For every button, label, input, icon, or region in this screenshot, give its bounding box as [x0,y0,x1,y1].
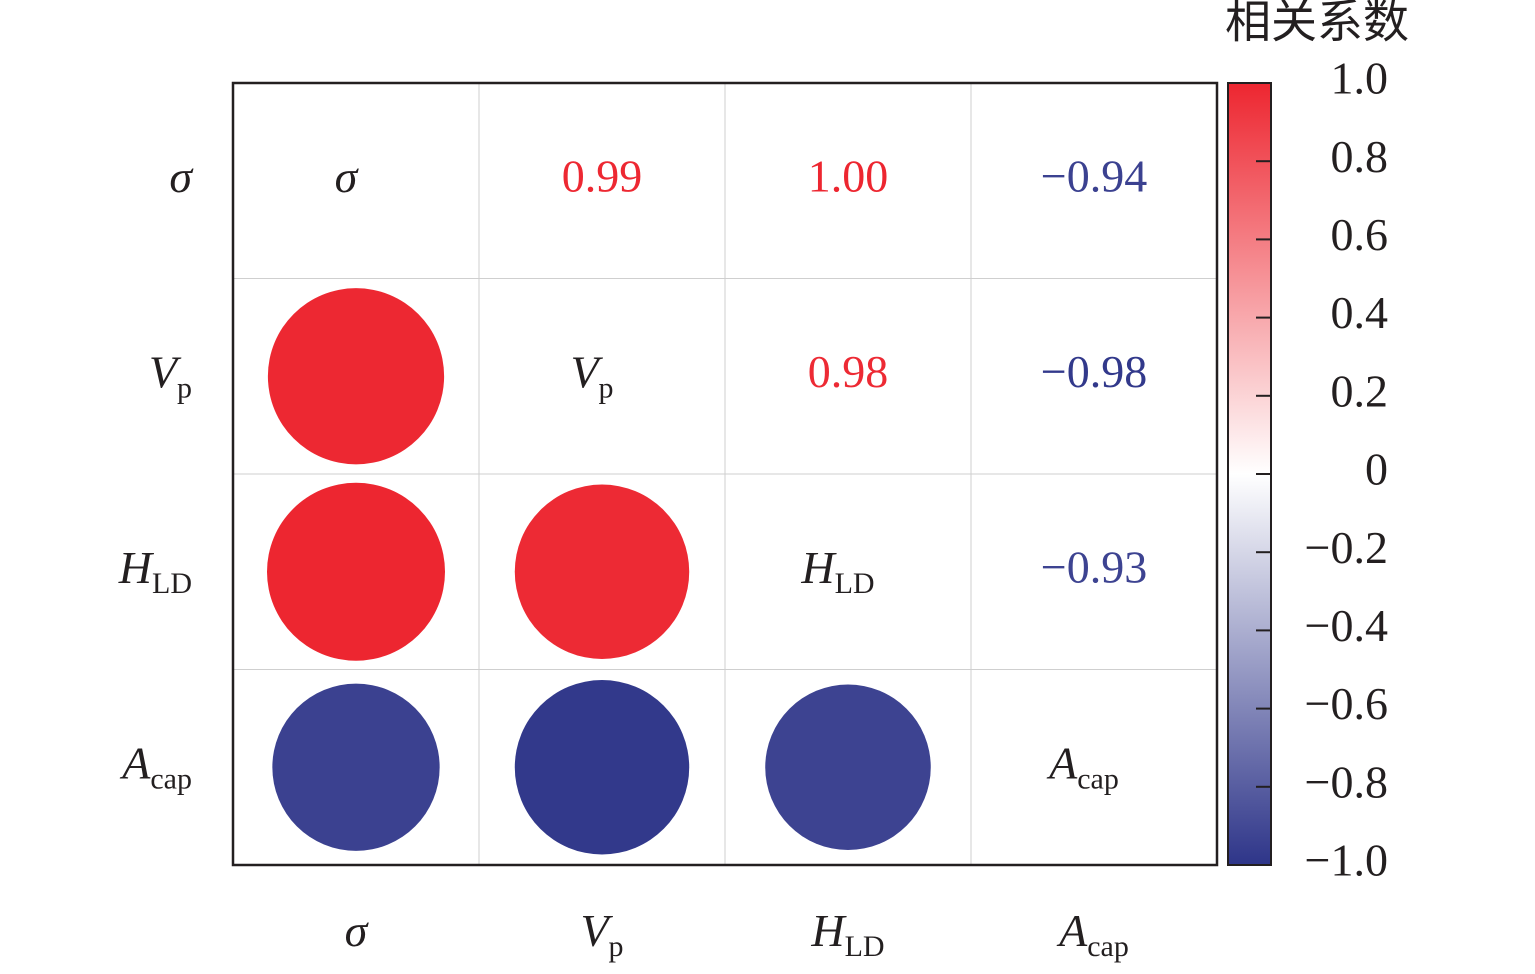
label-symbol: H [800,541,837,592]
correlation-circle [267,482,445,661]
correlation-circle [765,684,931,851]
label-symbol: V [580,905,613,956]
diagonal-label: HLD [800,541,874,599]
colorbar-tick-label: 0.8 [1331,131,1389,182]
label-symbol: V [570,346,603,397]
label-symbol: A [119,737,151,788]
row-label: Acap [119,737,192,795]
value-label: 1.00 [808,150,889,201]
value-label: −0.93 [1041,541,1147,592]
label-subscript: p [599,371,614,404]
column-label: Acap [1056,905,1129,963]
row-label: σ [169,150,194,201]
label-symbol: A [1046,737,1078,788]
label-subscript: p [609,930,624,963]
diagonal-label: Vp [570,346,613,404]
label-subscript: cap [1077,762,1119,795]
colorbar-title: 相关系数 [1225,0,1409,48]
value-label: −0.98 [1041,346,1147,397]
plot-border [231,81,1219,867]
label-subscript: LD [845,930,885,963]
value-label: 0.99 [562,150,643,201]
column-label: Vp [580,905,623,963]
label-symbol: σ [169,150,194,201]
column-label: HLD [810,905,884,963]
label-subscript: cap [1087,930,1129,963]
row-label: HLD [118,541,192,599]
correlation-circle [267,288,445,465]
colorbar-tick-label: 0.4 [1331,287,1389,338]
colorbar-tick-label: −0.4 [1305,600,1388,651]
label-symbol: A [1056,905,1088,956]
value-label: −0.94 [1041,150,1147,201]
colorbar-tick-label: −0.2 [1305,522,1388,573]
column-label: σ [345,905,370,956]
correlation-circle [514,484,690,659]
colorbar-tick-label: 0.6 [1331,209,1389,260]
colorbar-tick-label: −0.8 [1305,756,1388,807]
diagonal-label: σ [335,150,360,201]
correlation-circle [514,680,690,855]
label-symbol: σ [335,150,360,201]
label-symbol: σ [345,905,370,956]
diagonal-label: Acap [1046,737,1119,795]
correlation-circle [272,683,440,851]
label-subscript: cap [150,762,192,795]
colorbar-tick-label: 1.0 [1331,53,1389,104]
label-subscript: LD [835,567,875,600]
colorbar-tick-label: −0.6 [1305,678,1388,729]
label-subscript: LD [152,567,192,600]
label-symbol: V [149,346,182,397]
colorbar-tick-label: −1.0 [1305,835,1388,886]
label-symbol: H [118,541,155,592]
value-label: 0.98 [808,346,889,397]
colorbar-tick-label: 0 [1365,444,1388,495]
label-symbol: H [810,905,847,956]
row-label: Vp [149,346,192,404]
label-subscript: p [177,371,192,404]
colorbar-tick-label: 0.2 [1331,365,1389,416]
